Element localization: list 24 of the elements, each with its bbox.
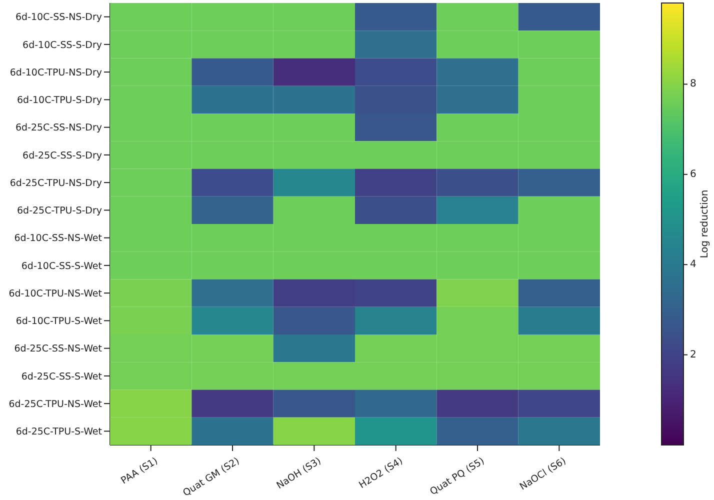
y-tick-label: 6d-10C-SS-S-Dry: [22, 40, 102, 51]
y-tick-label: 6d-25C-TPU-S-Wet: [16, 426, 102, 438]
y-tick-label: 6d-25C-SS-NS-Wet: [14, 344, 102, 355]
x-tick-label: Quat PQ (S5): [428, 456, 486, 498]
y-tick-label: 6d-25C-SS-NS-Dry: [15, 122, 102, 134]
y-tick-label: 6d-10C-TPU-NS-Dry: [10, 67, 102, 78]
y-tick-label: 6d-10C-SS-S-Wet: [21, 260, 102, 272]
color-bar-label: 8: [690, 78, 696, 90]
color-bar-label: 4: [690, 259, 696, 270]
y-tick-label: 6d-25C-SS-S-Wet: [21, 371, 102, 382]
y-tick-label: 6d-10C-TPU-S-Wet: [16, 316, 102, 328]
y-tick-label: 6d-25C-SS-S-Dry: [22, 150, 102, 162]
x-tick-label: PAA (S1): [119, 456, 160, 487]
y-tick-label: 6d-25C-TPU-NS-Dry: [10, 178, 102, 189]
y-tick-label: 6d-25C-TPU-S-Dry: [17, 206, 102, 217]
x-tick-label: Quat GM (S2): [181, 456, 242, 499]
y-tick-label: 6d-10C-SS-NS-Dry: [15, 12, 102, 24]
color-bar-title: Log reduction: [700, 190, 710, 258]
y-tick-label: 6d-10C-TPU-S-Dry: [17, 95, 102, 106]
y-tick-label: 6d-10C-TPU-NS-Wet: [8, 288, 102, 300]
color-bar-label: 6: [690, 168, 696, 180]
color-bar-label: 2: [690, 349, 696, 360]
y-tick-label: 6d-25C-TPU-NS-Wet: [8, 398, 102, 410]
y-tick-label: 6d-10C-SS-NS-Wet: [14, 233, 102, 244]
